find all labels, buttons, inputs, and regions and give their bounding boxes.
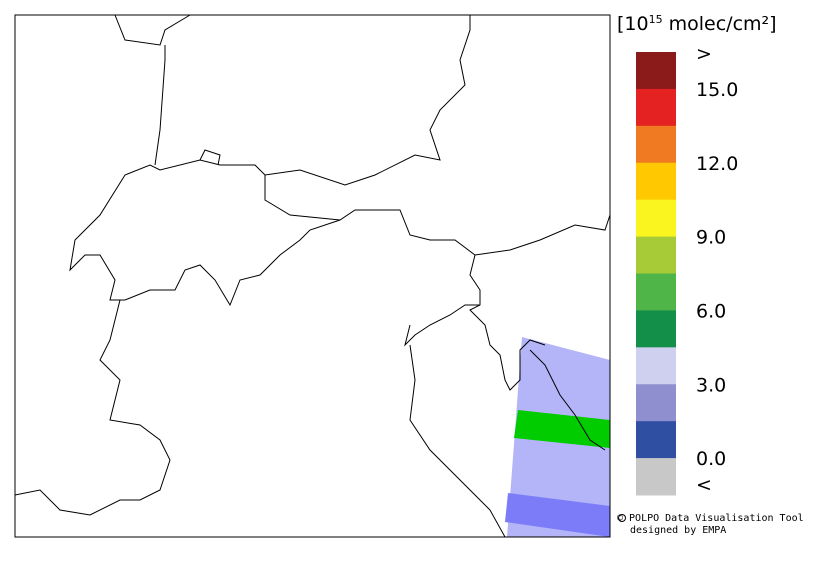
colorbar-label: 6.0: [696, 300, 726, 322]
colorbar-label: <: [696, 474, 712, 496]
colorbar-segment: [636, 310, 676, 348]
colorbar-label: 3.0: [696, 374, 726, 396]
unit-label: [1015 molec/cm²]: [617, 13, 777, 35]
colorbar-label: 15.0: [696, 79, 738, 101]
colorbar-label: >: [696, 43, 712, 65]
colorbar-label: 0.0: [696, 448, 726, 470]
colorbar-label: 12.0: [696, 153, 738, 175]
credit-line: designed by EMPA: [630, 525, 726, 536]
colorbar-label: 9.0: [696, 227, 726, 249]
credit-icon: [618, 514, 626, 522]
unit-suffix: molec/cm²]: [663, 13, 777, 35]
borders: [14, 14, 611, 538]
colorbar-segment: [636, 162, 676, 201]
colorbar-segment: [636, 52, 676, 90]
colorbar-segment: [636, 421, 676, 459]
credit-line: © POLPO Data Visualisation Tool: [617, 513, 804, 524]
unit-prefix: [10: [617, 13, 649, 35]
colorbar-segment: [636, 236, 676, 274]
unit-exponent: 15: [649, 13, 663, 26]
colorbar-segment: [636, 347, 676, 385]
map-border: [14, 14, 611, 538]
colorbar-segment: [636, 273, 676, 311]
swath-band-green: [514, 410, 610, 448]
colorbar: >15.0 12.0 9.0 6.0 3.0 0.0 <: [636, 43, 738, 496]
colorbar-segment: [636, 384, 676, 422]
colorbar-segment: [636, 458, 676, 496]
map-frame: [15, 15, 610, 537]
swath-band-blue: [505, 493, 610, 537]
colorbar-segment: [636, 199, 676, 238]
map: [14, 14, 611, 538]
colorbar-segment: [636, 125, 676, 164]
colorbar-segment: [636, 88, 676, 127]
